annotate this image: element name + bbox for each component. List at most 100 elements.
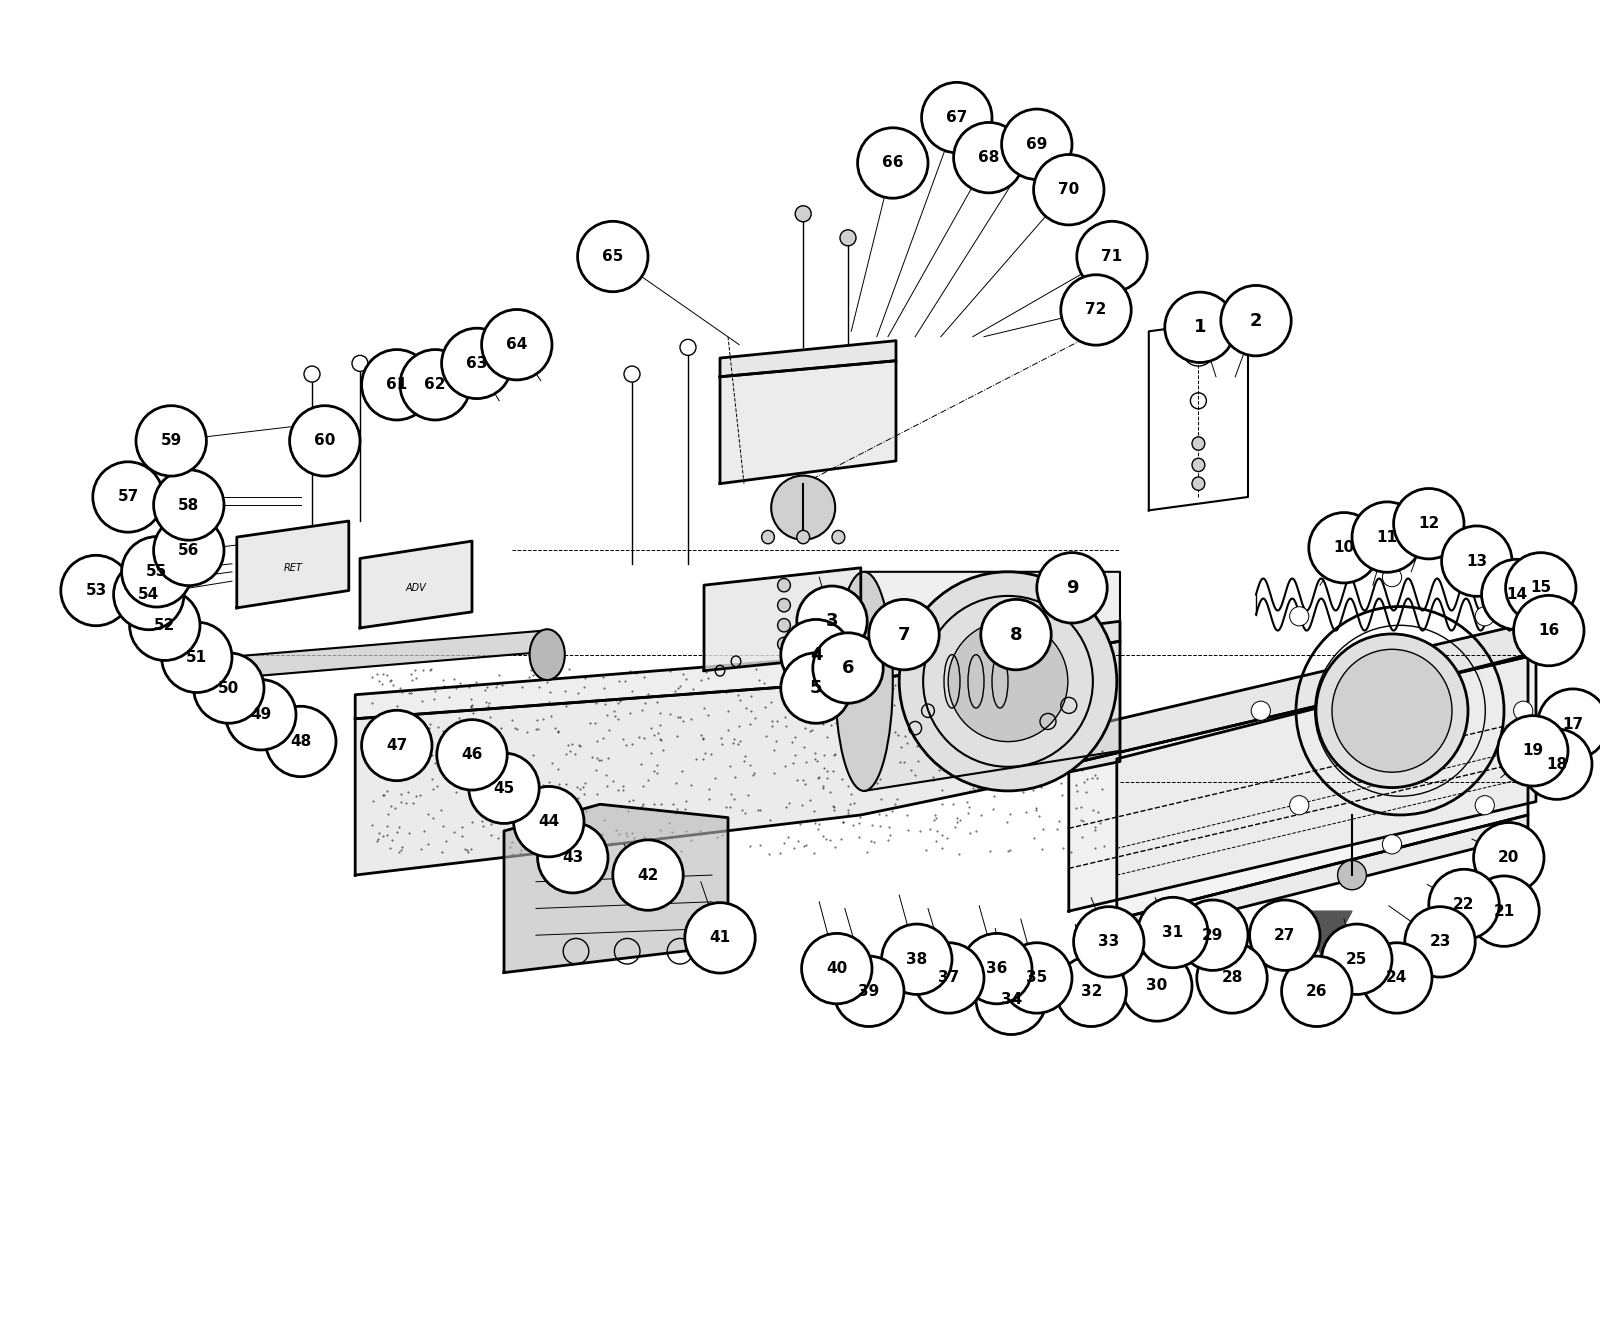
Text: 58: 58 [178, 497, 200, 513]
Text: 13: 13 [1466, 553, 1488, 569]
Ellipse shape [1192, 458, 1205, 472]
Polygon shape [1069, 655, 1536, 911]
Circle shape [469, 754, 539, 823]
Text: 66: 66 [882, 155, 904, 171]
Circle shape [437, 720, 507, 790]
Text: 68: 68 [978, 150, 1000, 166]
Circle shape [1514, 701, 1533, 720]
Circle shape [93, 462, 163, 532]
Text: 20: 20 [1498, 850, 1520, 866]
Text: 70: 70 [1058, 182, 1080, 198]
Ellipse shape [1315, 633, 1469, 787]
Text: 23: 23 [1429, 934, 1451, 950]
Text: 27: 27 [1274, 927, 1296, 943]
Text: 52: 52 [154, 617, 176, 633]
Circle shape [914, 943, 984, 1013]
Circle shape [869, 600, 939, 669]
Circle shape [1138, 898, 1208, 967]
Text: 29: 29 [1202, 927, 1224, 943]
Circle shape [1522, 729, 1592, 799]
Text: 34: 34 [1000, 991, 1022, 1007]
Ellipse shape [530, 629, 565, 680]
Circle shape [136, 406, 206, 476]
Circle shape [882, 925, 952, 994]
Ellipse shape [304, 366, 320, 382]
Circle shape [362, 711, 432, 780]
Ellipse shape [1192, 477, 1205, 490]
Text: 60: 60 [314, 433, 336, 449]
Circle shape [226, 680, 296, 749]
Text: 6: 6 [842, 659, 854, 677]
Ellipse shape [680, 339, 696, 355]
Text: 71: 71 [1101, 248, 1123, 265]
Ellipse shape [832, 530, 845, 544]
Text: 1: 1 [1194, 318, 1206, 337]
Text: 28: 28 [1221, 970, 1243, 986]
Circle shape [858, 128, 928, 198]
Circle shape [797, 587, 867, 656]
Ellipse shape [949, 621, 1067, 741]
Text: 35: 35 [1026, 970, 1048, 986]
Polygon shape [360, 541, 472, 628]
Text: 55: 55 [146, 564, 168, 580]
Ellipse shape [1192, 437, 1205, 450]
Text: 48: 48 [290, 733, 312, 749]
Text: 50: 50 [218, 680, 240, 696]
Circle shape [1056, 957, 1126, 1026]
Circle shape [1405, 907, 1475, 977]
Text: 11: 11 [1376, 529, 1398, 545]
Circle shape [613, 840, 683, 910]
Text: 22: 22 [1453, 896, 1475, 912]
Circle shape [981, 600, 1051, 669]
Text: 3: 3 [826, 612, 838, 631]
Text: 16: 16 [1538, 623, 1560, 639]
Circle shape [813, 633, 883, 703]
Circle shape [1429, 870, 1499, 939]
Circle shape [1382, 835, 1402, 854]
Polygon shape [224, 631, 544, 679]
Circle shape [114, 560, 184, 629]
Circle shape [781, 620, 851, 689]
Text: 37: 37 [938, 970, 960, 986]
Text: 8: 8 [1010, 625, 1022, 644]
Text: 30: 30 [1146, 978, 1168, 994]
Circle shape [162, 623, 232, 692]
Circle shape [266, 707, 336, 776]
Text: RET: RET [283, 562, 302, 573]
Circle shape [1002, 110, 1072, 179]
Circle shape [1382, 568, 1402, 587]
Circle shape [362, 350, 432, 420]
Circle shape [442, 329, 512, 398]
Text: 36: 36 [986, 961, 1008, 977]
Text: 63: 63 [466, 355, 488, 371]
Text: 31: 31 [1162, 925, 1184, 941]
Circle shape [685, 903, 755, 973]
Circle shape [1538, 689, 1600, 759]
Text: 26: 26 [1306, 983, 1328, 999]
Circle shape [1197, 943, 1267, 1013]
Circle shape [1482, 560, 1552, 629]
Text: 25: 25 [1346, 951, 1368, 967]
Circle shape [1061, 275, 1131, 345]
Text: 12: 12 [1418, 516, 1440, 532]
Circle shape [1475, 607, 1494, 625]
Ellipse shape [899, 572, 1117, 791]
Circle shape [578, 222, 648, 291]
Polygon shape [720, 361, 896, 484]
Circle shape [976, 965, 1046, 1034]
Text: 62: 62 [424, 377, 446, 393]
Ellipse shape [778, 599, 790, 612]
Ellipse shape [840, 230, 856, 246]
Text: 46: 46 [461, 747, 483, 763]
Circle shape [514, 787, 584, 856]
Ellipse shape [762, 530, 774, 544]
Text: 15: 15 [1530, 580, 1552, 596]
Circle shape [290, 406, 360, 476]
Circle shape [1469, 876, 1539, 946]
Circle shape [1034, 155, 1104, 224]
Ellipse shape [1338, 860, 1366, 890]
Polygon shape [355, 621, 1120, 719]
Circle shape [1475, 796, 1494, 815]
Text: 42: 42 [637, 867, 659, 883]
Text: 69: 69 [1026, 136, 1048, 152]
